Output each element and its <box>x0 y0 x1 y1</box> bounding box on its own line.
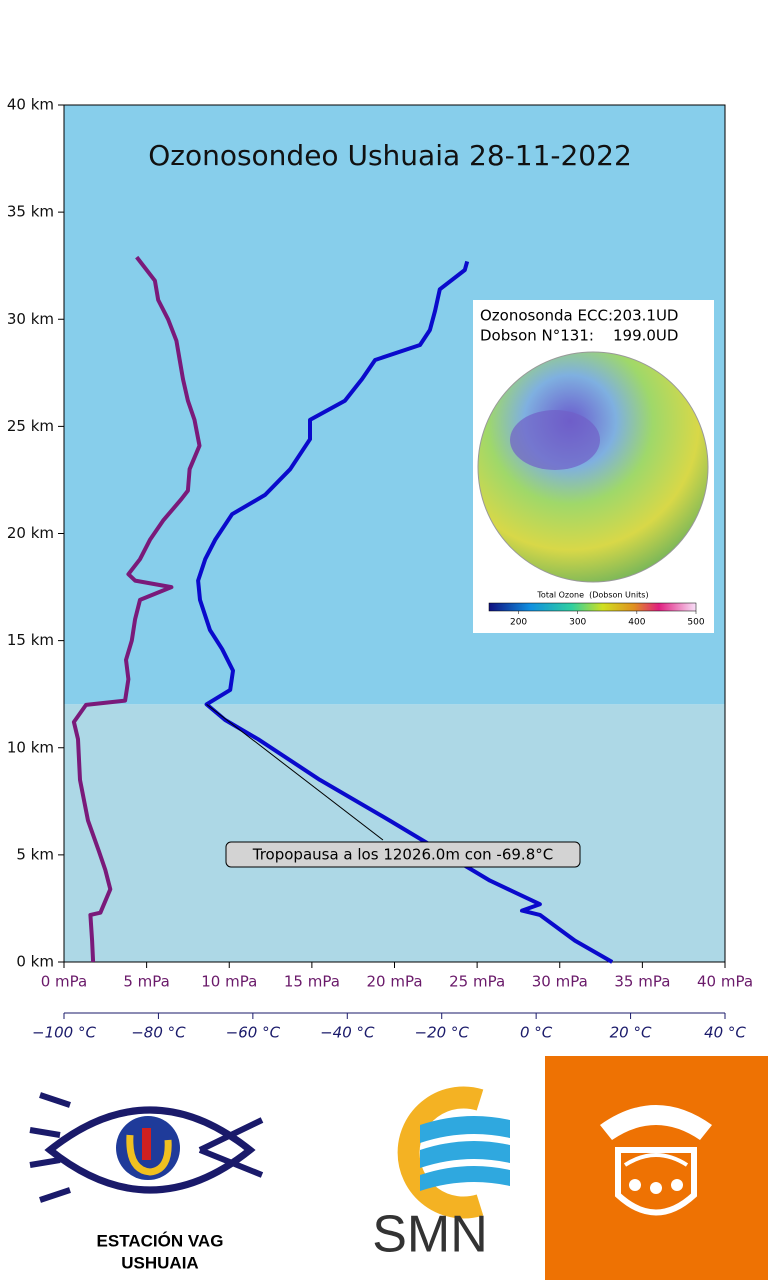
inset-text: Dobson N°131: 199.0UD <box>480 327 678 345</box>
x-tick-label: 40 mPa <box>697 973 753 991</box>
x2-tick-label: −40 °C <box>320 1024 375 1042</box>
x2-tick-label: −20 °C <box>415 1024 470 1042</box>
vag-logo: ESTACIÓN VAG USHUAIA <box>29 1092 264 1272</box>
y-tick-label: 40 km <box>7 96 54 114</box>
y-tick-label: 35 km <box>7 203 54 221</box>
chart-title: Ozonosondeo Ushuaia 28-11-2022 <box>148 139 632 172</box>
x-tick-label: 25 mPa <box>449 973 505 991</box>
colorbar <box>488 602 697 612</box>
x-tick-label: 10 mPa <box>201 973 257 991</box>
troposphere-band <box>64 704 725 962</box>
y-tick-label: 15 km <box>7 631 54 649</box>
colorbar-tick-label: 500 <box>687 618 704 628</box>
x2-tick-label: −60 °C <box>226 1024 281 1042</box>
colorbar-tick-label: 300 <box>569 618 586 628</box>
logo-text: SMN <box>372 1206 488 1264</box>
x-tick-label: 35 mPa <box>614 973 670 991</box>
ozone-hole <box>510 410 600 470</box>
profile-line <box>71 255 202 963</box>
annotation-arrow <box>206 703 384 841</box>
y-tick-label: 5 km <box>16 845 54 863</box>
x2-tick-label: 40 °C <box>704 1024 746 1042</box>
x-tick-label: 15 mPa <box>284 973 340 991</box>
x2-tick-label: −80 °C <box>131 1024 186 1042</box>
logo-text: ESTACIÓN VAG <box>97 1231 224 1250</box>
x-tick-label: 20 mPa <box>366 973 422 991</box>
colorbar-title: Total Ozone (Dobson Units) <box>536 591 648 600</box>
smn-logo: SMN <box>372 1086 510 1264</box>
x-tick-label: 30 mPa <box>532 973 588 991</box>
annotation-text: Tropopausa a los 12026.0m con -69.8°C <box>252 846 553 864</box>
colorbar-tick-label: 200 <box>510 618 527 628</box>
colorbar-tick-label: 400 <box>628 618 645 628</box>
y-tick-label: 25 km <box>7 417 54 435</box>
province-logo <box>545 1056 768 1280</box>
y-tick-label: 10 km <box>7 738 54 756</box>
x2-tick-label: 0 °C <box>520 1024 553 1042</box>
logo-text: USHUAIA <box>121 1253 198 1272</box>
y-tick-label: 0 km <box>16 953 54 971</box>
x2-tick-label: −100 °C <box>32 1024 96 1042</box>
annotation-box <box>225 841 581 868</box>
inset-text: Ozonosonda ECC:203.1UD <box>480 307 678 325</box>
x-tick-label: 0 mPa <box>41 973 88 991</box>
ozone-map <box>477 351 709 583</box>
x2-tick-label: 20 °C <box>610 1024 652 1042</box>
x-tick-label: 5 mPa <box>123 973 170 991</box>
y-tick-label: 20 km <box>7 524 54 542</box>
y-tick-label: 30 km <box>7 310 54 328</box>
